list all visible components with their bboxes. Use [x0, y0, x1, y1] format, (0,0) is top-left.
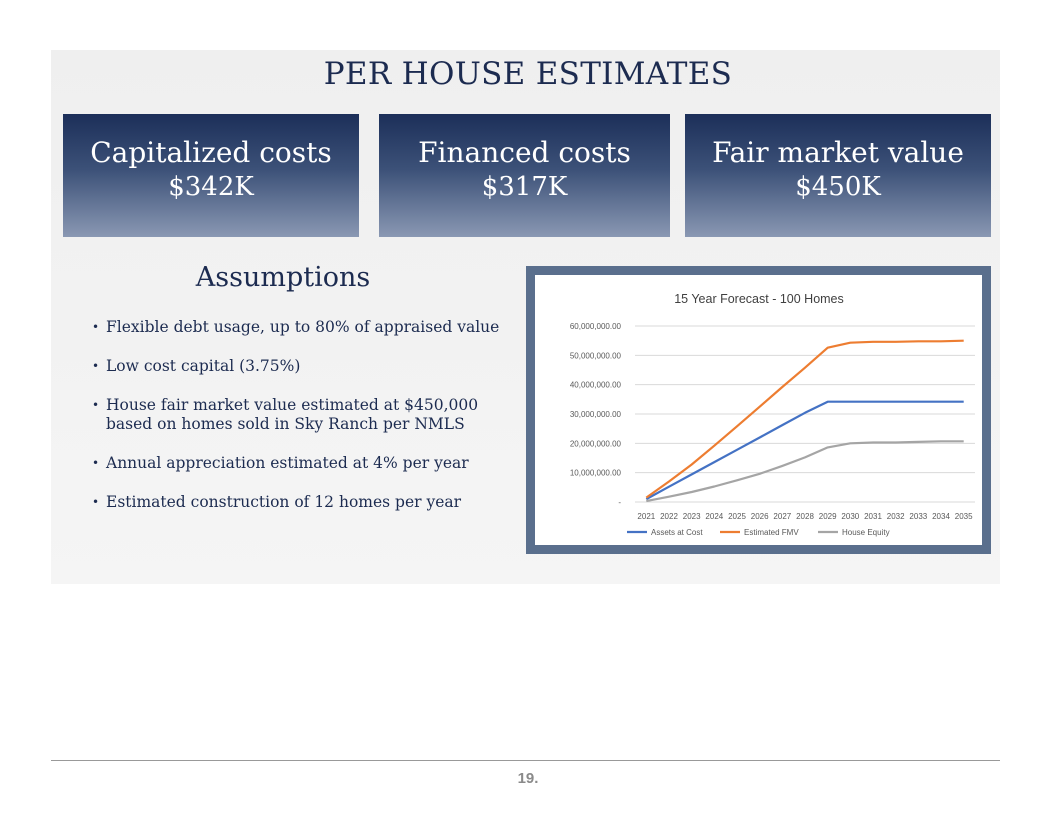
x-tick-label: 2027: [773, 512, 791, 521]
metric-label: Fair market value: [712, 136, 964, 169]
list-item: • Low cost capital (3.75%): [92, 357, 524, 376]
assumptions-heading: Assumptions: [195, 262, 371, 293]
legend-label: Assets at Cost: [651, 528, 703, 537]
legend-label: Estimated FMV: [744, 528, 799, 537]
bullet-icon: •: [92, 495, 100, 509]
x-tick-label: 2025: [728, 512, 746, 521]
metric-value: $342K: [168, 172, 254, 202]
x-tick-label: 2029: [819, 512, 837, 521]
bullet-icon: •: [92, 456, 100, 470]
y-tick-label: 60,000,000.00: [570, 322, 622, 331]
forecast-chart: 15 Year Forecast - 100 Homes - 10,000,000…: [535, 275, 982, 545]
capitalized-costs-card: Capitalized costs $342K: [63, 114, 359, 237]
series-line: [645, 339, 964, 499]
y-tick-label: -: [618, 498, 621, 507]
legend-label: House Equity: [842, 528, 890, 537]
series-line: [645, 400, 964, 501]
bullet-icon: •: [92, 359, 100, 373]
bullet-text: Low cost capital (3.75%): [106, 357, 301, 375]
x-tick-label: 2026: [751, 512, 769, 521]
x-tick-label: 2023: [683, 512, 701, 521]
x-tick-label: 2033: [909, 512, 927, 521]
list-item: • Estimated construction of 12 homes per …: [92, 493, 524, 512]
bullet-icon: •: [92, 398, 100, 412]
bullet-icon: •: [92, 320, 100, 334]
forecast-chart-frame: 15 Year Forecast - 100 Homes - 10,000,000…: [526, 266, 991, 554]
metric-label: Financed costs: [418, 136, 631, 169]
bullet-text: Flexible debt usage, up to 80% of apprai…: [106, 318, 500, 336]
x-tick-label: 2031: [864, 512, 882, 521]
x-tick-label: 2032: [887, 512, 905, 521]
metric-value: $317K: [481, 172, 568, 202]
bullet-text: Annual appreciation estimated at 4% per …: [106, 454, 469, 472]
bullet-text: House fair market value estimated at $45…: [106, 396, 479, 433]
x-tick-label: 2022: [660, 512, 678, 521]
chart-svg: 15 Year Forecast - 100 Homes - 10,000,000…: [570, 292, 975, 537]
series-line: [646, 440, 964, 503]
metric-value: $450K: [795, 172, 881, 202]
list-item: • Annual appreciation estimated at 4% per…: [92, 454, 524, 473]
x-tick-label: 2034: [932, 512, 950, 521]
page-title: PER HOUSE ESTIMATES: [323, 56, 733, 92]
x-tick-label: 2021: [637, 512, 655, 521]
x-tick-label: 2035: [955, 512, 973, 521]
list-item: • Flexible debt usage, up to 80% of appra…: [92, 318, 524, 337]
x-tick-label: 2030: [841, 512, 859, 521]
chart-title: 15 Year Forecast - 100 Homes: [674, 292, 844, 306]
list-item: • House fair market value estimated at $4…: [92, 396, 524, 434]
x-tick-label: 2024: [705, 512, 723, 521]
fair-market-value-card: Fair market value $450K: [685, 114, 991, 237]
metric-label: Capitalized costs: [90, 136, 332, 169]
y-tick-label: 20,000,000.00: [570, 439, 622, 448]
y-tick-label: 50,000,000.00: [570, 351, 622, 360]
page-number: 19.: [517, 770, 539, 787]
bullet-text: Estimated construction of 12 homes per y…: [106, 493, 462, 511]
y-tick-label: 10,000,000.00: [570, 469, 622, 478]
x-tick-label: 2028: [796, 512, 814, 521]
footer-divider: [51, 760, 1000, 761]
assumptions-list: • Flexible debt usage, up to 80% of appra…: [92, 318, 524, 532]
financed-costs-card: Financed costs $317K: [379, 114, 670, 237]
y-tick-label: 40,000,000.00: [570, 381, 622, 390]
y-tick-label: 30,000,000.00: [570, 410, 622, 419]
